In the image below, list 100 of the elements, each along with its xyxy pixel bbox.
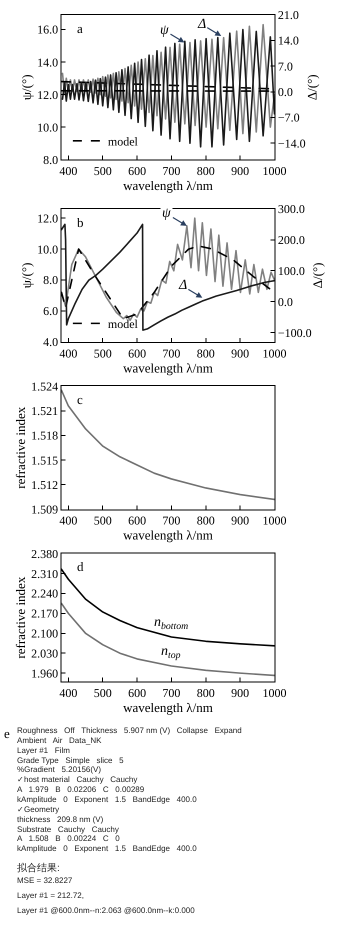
y-axis-title: refractive index [13,576,28,659]
y2-tick-label: 21.0 [278,8,299,22]
text: c [77,392,83,407]
text: A 1.979 B 0.02206 C 0.00289 [17,785,145,794]
y-tick-label: 2.030 [31,646,58,660]
x-tick-label: 800 [196,164,215,178]
text: Layer #1 @600.0nm--n:2.063 @600.0nm--k:0.000 [17,906,196,915]
y-tick-label: 14.0 [37,55,58,70]
x-tick-label: 1000 [262,686,286,700]
y-tick-label: 1.509 [31,502,58,516]
text: Substrate Cauchy Cauchy [17,825,119,834]
text: Layer #1 Film [17,746,70,755]
y-tick-label: 4.0 [43,335,58,350]
y-tick-label: 16.0 [37,22,58,37]
x-tick-label: 400 [59,346,78,360]
y2-tick-label: 7.0 [278,59,293,74]
y2-tick-label: −14.0 [278,136,306,150]
x-axis-title: wavelength λ/nm [123,528,213,543]
x-tick-label: 600 [128,514,146,528]
x-axis-title: wavelength λ/nm [123,700,213,716]
y2-tick-label: 0.0 [278,294,293,309]
text: MSE = 32.8227 [17,876,73,885]
annotation: Δ [197,17,206,32]
annotation: ψ [162,206,171,221]
text: Roughness Off Thickness 5.907 nm (V) Collapse Expand [17,726,242,735]
text: ✓Geometry [17,805,60,814]
series-label: n$_{bottom}$ [154,615,188,632]
y-tick-label: 1.515 [31,453,58,468]
text: Grade Type Simple slice 5 [17,756,124,765]
x-tick-label: 600 [128,164,146,178]
x-tick-label: 600 [128,346,146,360]
x-tick-label: 900 [231,686,250,700]
x-axis-title: wavelength λ/nm [123,360,213,376]
text: d [77,559,84,574]
text: e [4,726,10,741]
y-tick-label: 2.240 [31,586,58,601]
x-tick-label: 600 [128,686,146,700]
x-tick-label: 1000 [262,164,286,178]
x-tick-label: 900 [231,346,250,360]
y-tick-label: 10.0 [37,242,58,256]
y-tick-label: 8.0 [43,273,58,288]
text: b [77,215,84,230]
text: Layer #1 = 212.72, [17,891,84,900]
x-tick-label: 1000 [262,514,286,528]
legend-label: model [108,317,139,332]
x-tick-label: 500 [94,164,112,178]
y2-tick-label: 14.0 [278,34,299,48]
y-tick-label: 2.170 [31,606,58,621]
legend-label: model [108,134,139,148]
x-tick-label: 900 [231,514,250,528]
y-tick-label: 2.380 [31,546,58,561]
y2-tick-label: −7.0 [278,110,300,125]
x-tick-label: 800 [196,346,215,360]
y-tick-label: 6.0 [43,304,58,318]
x-tick-label: 900 [231,164,250,178]
x-axis-title: wavelength λ/nm [123,178,213,194]
x-tick-label: 700 [162,514,180,528]
text: thickness 209.8 nm (V) [17,815,104,824]
text: a [77,21,83,36]
y-tick-label: 2.100 [31,626,58,640]
y2-axis-title: Δ/(°) [310,262,326,288]
x-tick-label: 700 [162,686,180,700]
y-tick-label: 2.310 [31,566,58,581]
y-axis-title: refractive index [13,406,28,489]
x-tick-label: 400 [59,686,78,700]
annotation: Δ [178,278,188,293]
y-tick-label: 1.518 [31,428,58,443]
y2-tick-label: 300.0 [278,202,305,216]
y2-tick-label: 200.0 [278,233,305,248]
y-tick-label: 10.0 [37,120,58,134]
text: ✓host material Cauchy Cauchy [17,775,138,784]
series-label: n$_{top}$ [161,644,181,661]
x-tick-label: 700 [162,346,180,360]
y-tick-label: 1.512 [31,478,58,492]
x-tick-label: 400 [59,164,78,178]
y-tick-label: 8.0 [43,152,58,167]
y-axis-title: ψ/(°) [19,262,34,288]
x-tick-label: 500 [94,514,112,528]
y-tick-label: 1.524 [31,379,58,394]
y-tick-label: 1.521 [31,404,58,418]
x-tick-label: 400 [59,514,78,528]
text: A 1.508 B 0.00224 C 0 [17,834,120,843]
x-tick-label: 800 [196,514,215,528]
text: 拟合结果: [17,862,60,874]
y-tick-label: 12.0 [37,211,58,226]
text: kAmplitude 0 Exponent 1.5 BandEdge 400.0 [17,844,198,853]
y2-tick-label: 0.0 [278,85,293,100]
annotation: ψ [160,23,169,38]
y-axis-title: ψ/(°) [19,74,34,100]
y-tick-label: 12.0 [37,88,58,102]
x-tick-label: 500 [94,686,112,700]
text: Ambient Air Data_NK [17,736,102,745]
x-tick-label: 1000 [262,346,286,360]
y2-tick-label: −100.0 [278,326,312,340]
text: kAmplitude 0 Exponent 1.5 BandEdge 400.0 [17,795,198,804]
x-tick-label: 800 [196,686,215,700]
y-tick-label: 1.960 [31,666,58,680]
y2-axis-title: Δ/(°) [304,74,320,100]
text: %Gradient 5.20156(V) [17,765,102,774]
x-tick-label: 500 [94,346,112,360]
